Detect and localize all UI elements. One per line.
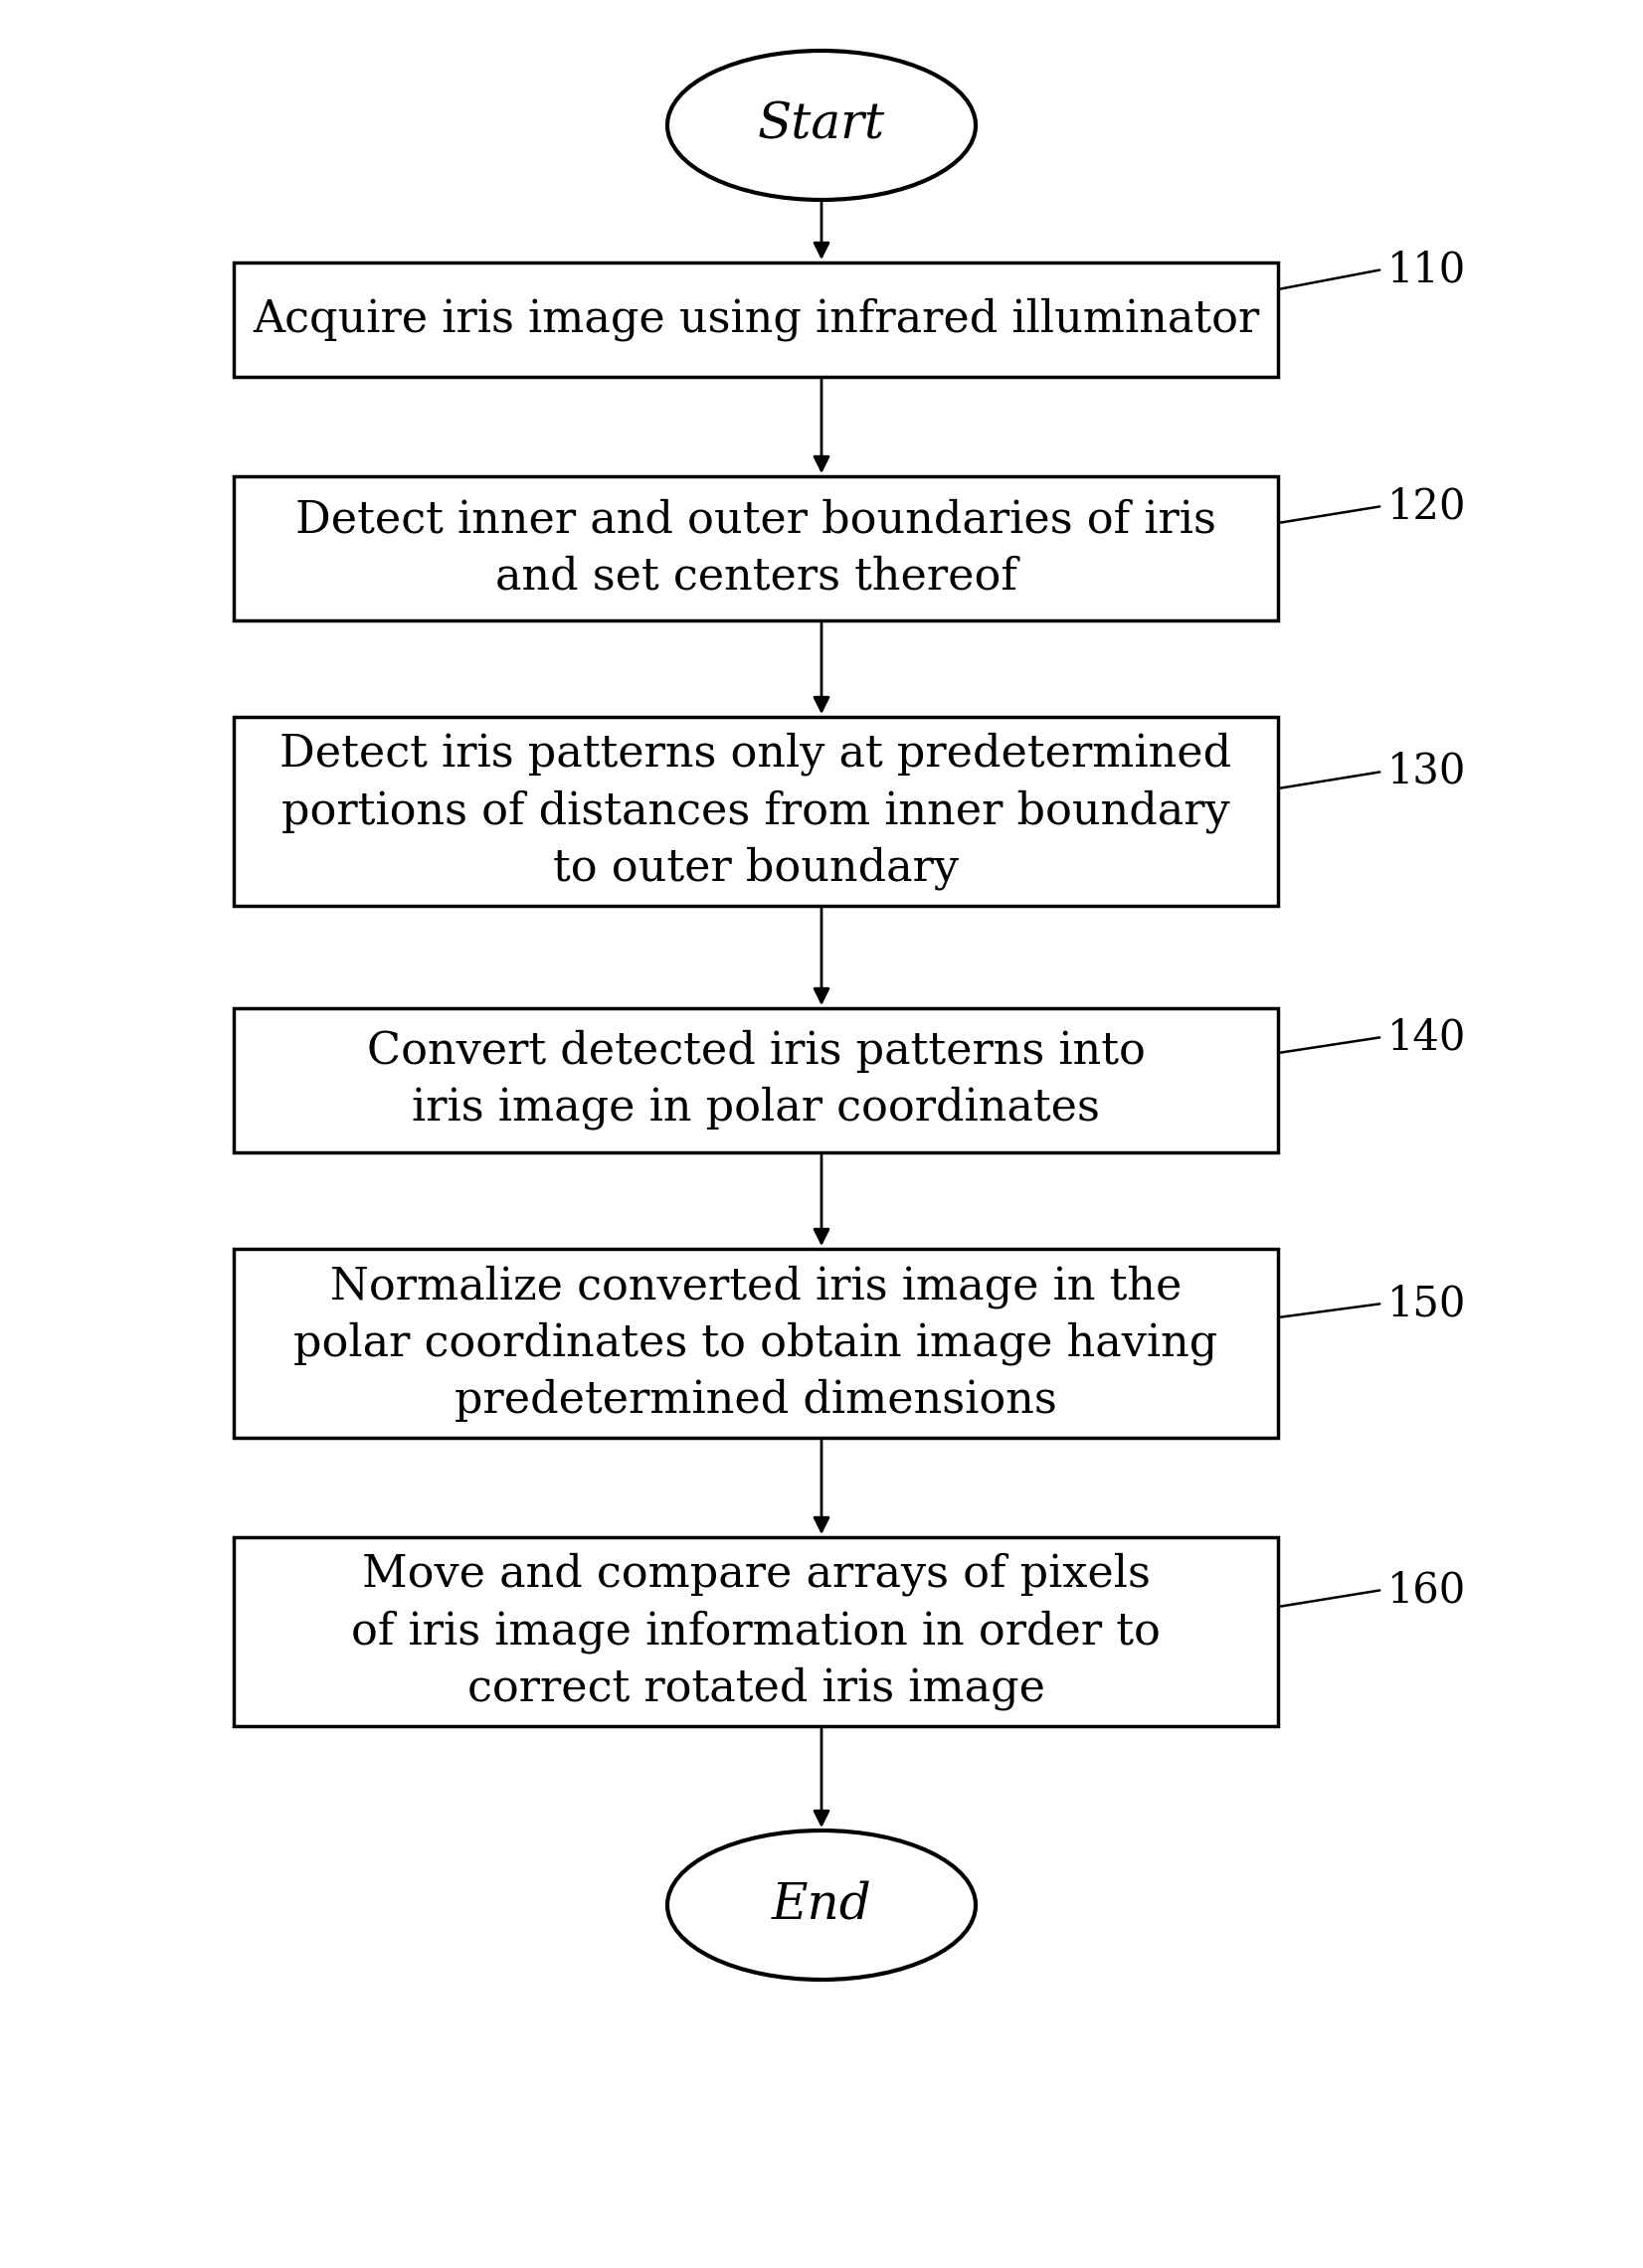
Ellipse shape bbox=[667, 50, 976, 200]
Text: Acquire iris image using infrared illuminator: Acquire iris image using infrared illumi… bbox=[253, 297, 1259, 340]
Text: 160: 160 bbox=[1387, 1569, 1466, 1610]
FancyBboxPatch shape bbox=[233, 263, 1278, 376]
FancyBboxPatch shape bbox=[233, 1538, 1278, 1726]
Text: End: End bbox=[772, 1880, 871, 1930]
Text: Start: Start bbox=[757, 100, 886, 150]
FancyBboxPatch shape bbox=[233, 1250, 1278, 1438]
Ellipse shape bbox=[667, 1830, 976, 1980]
Text: Normalize converted iris image in the
polar coordinates to obtain image having
p: Normalize converted iris image in the po… bbox=[294, 1266, 1217, 1422]
Text: Detect iris patterns only at predetermined
portions of distances from inner boun: Detect iris patterns only at predetermin… bbox=[279, 733, 1232, 889]
Text: Convert detected iris patterns into
iris image in polar coordinates: Convert detected iris patterns into iris… bbox=[366, 1030, 1145, 1129]
FancyBboxPatch shape bbox=[233, 476, 1278, 619]
Text: 110: 110 bbox=[1387, 249, 1466, 290]
Text: 150: 150 bbox=[1387, 1284, 1466, 1325]
Text: Detect inner and outer boundaries of iris
and set centers thereof: Detect inner and outer boundaries of iri… bbox=[296, 499, 1216, 596]
Text: 120: 120 bbox=[1387, 485, 1467, 526]
Text: 130: 130 bbox=[1387, 751, 1466, 792]
Text: 140: 140 bbox=[1387, 1016, 1466, 1057]
FancyBboxPatch shape bbox=[233, 1007, 1278, 1152]
FancyBboxPatch shape bbox=[233, 717, 1278, 905]
Text: Move and compare arrays of pixels
of iris image information in order to
correct : Move and compare arrays of pixels of iri… bbox=[352, 1554, 1160, 1710]
